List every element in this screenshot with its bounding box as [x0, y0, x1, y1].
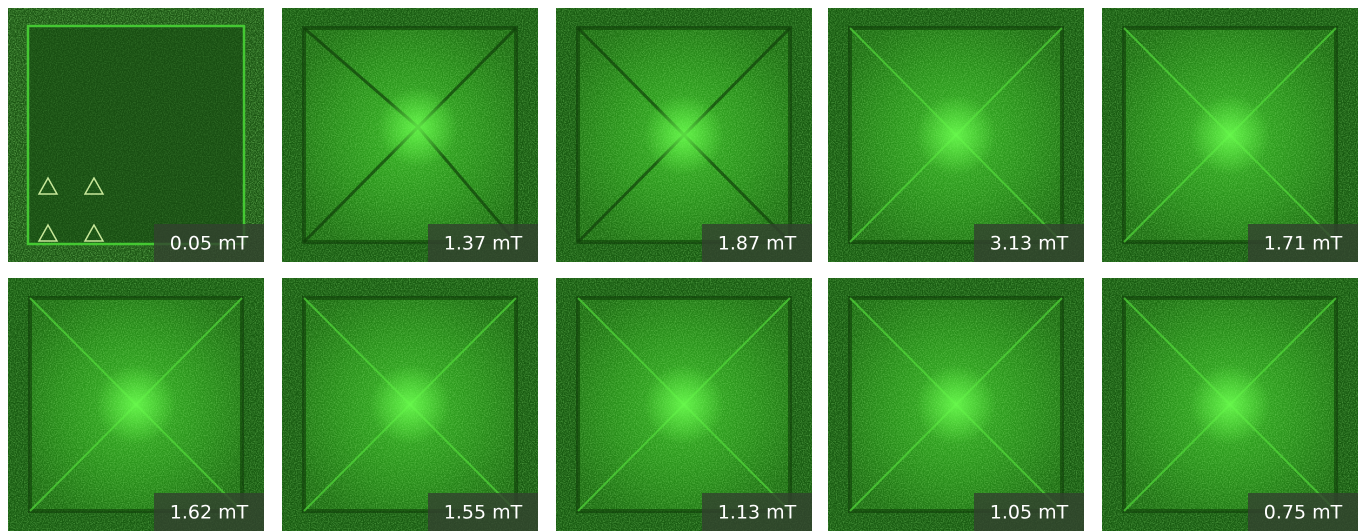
image-panel: 1.87 mT	[556, 8, 812, 262]
image-panel: 0.05 mT	[8, 8, 264, 262]
edge-shadow	[1122, 296, 1338, 513]
bright-frame	[26, 24, 246, 246]
field-label: 0.05 mT	[170, 233, 249, 255]
center-glow	[1190, 364, 1270, 445]
image-panel: 1.13 mT	[556, 278, 812, 531]
marker-triangle	[37, 176, 59, 195]
field-label: 1.05 mT	[990, 502, 1069, 524]
inner-area	[28, 26, 244, 244]
edge-shadow	[28, 296, 244, 513]
image-panel: 1.71 mT	[1102, 8, 1358, 262]
image-panel: 3.13 mT	[828, 8, 1084, 262]
field-label: 1.55 mT	[444, 502, 523, 524]
field-label: 1.71 mT	[1264, 233, 1343, 255]
center-glow	[644, 95, 724, 175]
edge-shadow	[302, 26, 518, 244]
marker-triangle	[83, 176, 105, 195]
image-panel: 1.62 mT	[8, 278, 264, 531]
field-label: 1.13 mT	[718, 502, 797, 524]
center-glow	[96, 364, 176, 445]
image-panel: 1.37 mT	[282, 8, 538, 262]
center-glow	[1190, 95, 1270, 175]
edge-shadow	[576, 26, 792, 244]
edge-shadow	[302, 296, 518, 513]
field-label: 0.75 mT	[1264, 502, 1343, 524]
label-box	[1248, 493, 1358, 531]
field-label: 1.87 mT	[718, 233, 797, 255]
label-box	[974, 224, 1084, 262]
label-box	[428, 493, 538, 531]
image-panel: 1.55 mT	[282, 278, 538, 531]
label-box	[702, 493, 812, 531]
marker-triangle	[37, 223, 59, 242]
label-box	[1248, 224, 1358, 262]
edge-shadow	[1122, 26, 1338, 244]
edge-shadow	[848, 296, 1064, 513]
image-panel: 1.05 mT	[828, 278, 1084, 531]
edge-shadow	[848, 26, 1064, 244]
field-label: 1.62 mT	[170, 502, 249, 524]
center-glow	[378, 87, 458, 167]
center-glow	[916, 364, 996, 445]
label-box	[154, 224, 264, 262]
field-label: 3.13 mT	[990, 233, 1069, 255]
center-glow	[916, 95, 996, 175]
label-box	[974, 493, 1084, 531]
label-box	[154, 493, 264, 531]
image-panel: 0.75 mT	[1102, 278, 1358, 531]
edge-shadow	[576, 296, 792, 513]
marker-triangle	[83, 223, 105, 242]
center-glow	[644, 364, 724, 445]
field-label: 1.37 mT	[444, 233, 523, 255]
center-glow	[370, 364, 450, 445]
label-box	[702, 224, 812, 262]
label-box	[428, 224, 538, 262]
